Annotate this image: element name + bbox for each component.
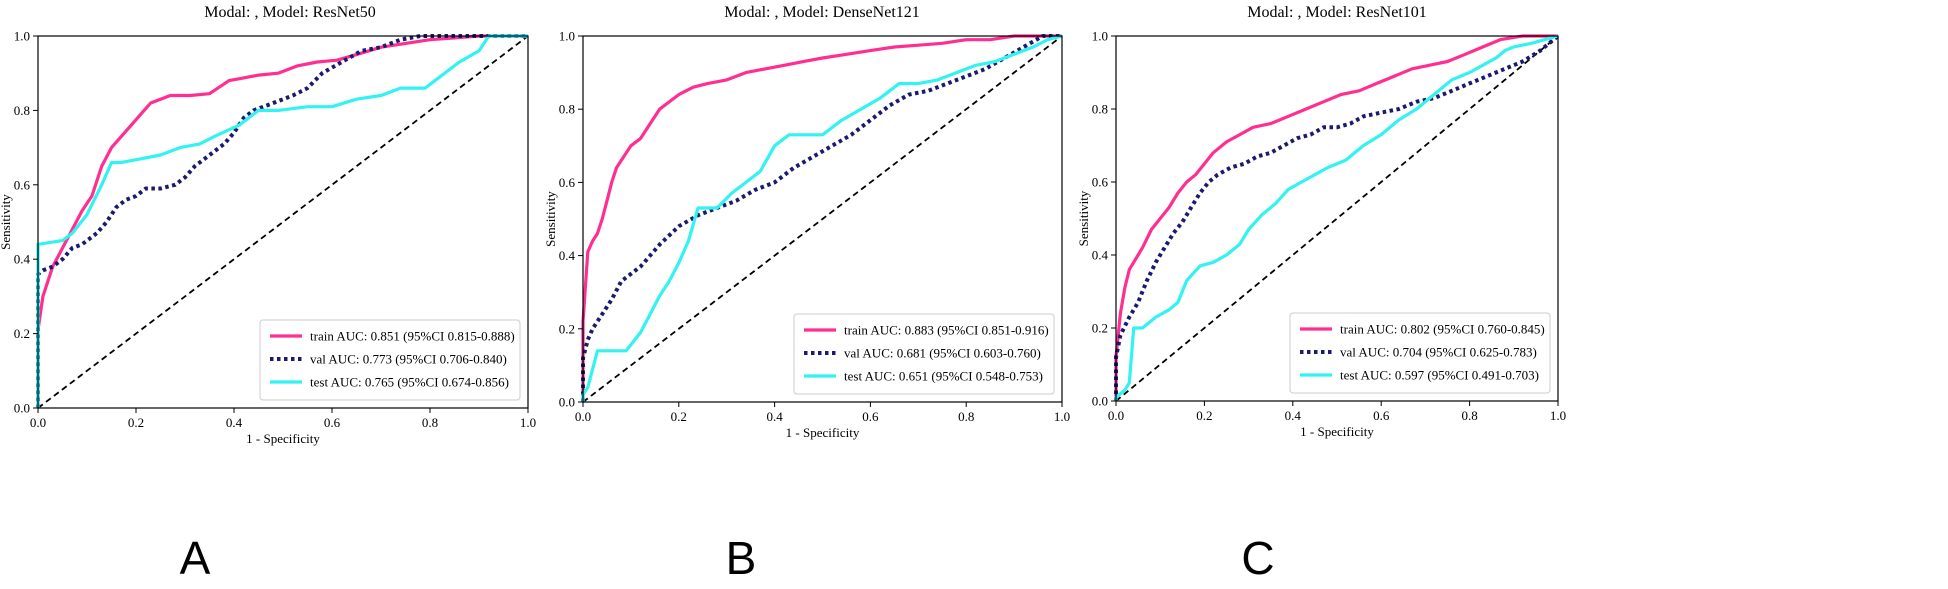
test-legend-label: test AUC: 0.765 (95%CI 0.674-0.856) xyxy=(310,375,509,390)
y-tick-label: 0.8 xyxy=(559,102,575,117)
plot-frame xyxy=(582,35,1063,403)
x-axis-label: 1 - Specificity xyxy=(1300,424,1374,439)
x-tick-label: 0.8 xyxy=(1461,408,1477,423)
x-tick-label: 1.0 xyxy=(520,415,536,430)
y-tick-label: 0.8 xyxy=(1092,102,1108,117)
chart-title: Modal: , Model: ResNet50 xyxy=(204,4,376,21)
y-tick-label: 0.6 xyxy=(559,175,576,190)
test-legend-label: test AUC: 0.651 (95%CI 0.548-0.753) xyxy=(844,369,1043,384)
test-roc-curve xyxy=(36,34,528,408)
chance-diagonal-line xyxy=(1115,35,1559,402)
y-tick-label: 0.2 xyxy=(559,321,575,336)
roc-panel-b: Modal: , Model: DenseNet121 0.0 0.2 0.4 0.6 0… xyxy=(543,4,1070,584)
y-tick-label: 1.0 xyxy=(559,29,575,44)
x-tick-label: 0.6 xyxy=(1373,408,1390,423)
x-tick-label: 0.2 xyxy=(1196,408,1212,423)
chart-title: Modal: , Model: ResNet101 xyxy=(1247,4,1427,21)
train-legend-label: train AUC: 0.802 (95%CI 0.760-0.845) xyxy=(1340,322,1545,337)
y-tick-label: 0.4 xyxy=(14,252,31,267)
x-tick-label: 0.8 xyxy=(958,409,974,424)
plot-frame xyxy=(1115,35,1559,402)
y-tick-label: 0.6 xyxy=(1092,175,1109,190)
x-tick-label: 1.0 xyxy=(1550,408,1566,423)
y-tick-label: 1.0 xyxy=(14,29,30,44)
panel-letter: C xyxy=(1241,532,1274,584)
panel-letter: A xyxy=(180,532,211,584)
x-tick-label: 0.4 xyxy=(226,415,243,430)
y-tick-label: 0.0 xyxy=(559,395,575,410)
y-tick-label: 0.4 xyxy=(1092,248,1109,263)
test-roc-curve xyxy=(581,34,1063,402)
chart-title: Modal: , Model: DenseNet121 xyxy=(724,4,920,21)
x-tick-label: 0.4 xyxy=(766,409,783,424)
roc-panel-c: Modal: , Model: ResNet101 0.0 0.2 0.4 0.6 0.8… xyxy=(1076,4,1566,584)
legend: train AUC: 0.883 (95%CI 0.851-0.916) val … xyxy=(793,313,1055,395)
x-axis-label: 1 - Specificity xyxy=(786,425,860,440)
x-tick-label: 0.0 xyxy=(575,409,591,424)
roc-panel-a: Modal: , Model: ResNet50 0.0 0.2 0.4 0.6 0.8 1… xyxy=(0,4,536,584)
legend: train AUC: 0.802 (95%CI 0.760-0.845) val … xyxy=(1289,312,1551,394)
x-tick-label: 0.6 xyxy=(862,409,879,424)
x-tick-label: 0.6 xyxy=(324,415,341,430)
x-tick-label: 1.0 xyxy=(1054,409,1070,424)
val-legend-label: val AUC: 0.704 (95%CI 0.625-0.783) xyxy=(1340,345,1537,360)
x-axis-label: 1 - Specificity xyxy=(246,431,320,446)
y-tick-label: 0.0 xyxy=(1092,394,1108,409)
test-roc-curve xyxy=(1114,34,1559,401)
train-legend-label: train AUC: 0.851 (95%CI 0.815-0.888) xyxy=(310,329,515,344)
legend-box xyxy=(793,313,1055,395)
y-axis-label: Sensitivity xyxy=(1076,190,1091,246)
val-roc-curve xyxy=(581,34,1062,402)
x-tick-label: 0.4 xyxy=(1285,408,1302,423)
legend-box xyxy=(259,319,521,401)
test-legend-label: test AUC: 0.597 (95%CI 0.491-0.703) xyxy=(1340,368,1539,383)
y-tick-label: 0.4 xyxy=(559,248,576,263)
x-tick-label: 0.8 xyxy=(422,415,438,430)
x-tick-label: 0.0 xyxy=(1108,408,1124,423)
y-tick-label: 1.0 xyxy=(1092,29,1108,44)
x-tick-label: 0.2 xyxy=(671,409,687,424)
y-tick-label: 0.2 xyxy=(14,326,30,341)
y-axis-label: Sensitivity xyxy=(0,194,13,250)
chance-diagonal-line xyxy=(37,35,529,409)
y-tick-label: 0.8 xyxy=(14,103,30,118)
x-tick-label: 0.0 xyxy=(30,415,46,430)
x-tick-label: 0.2 xyxy=(128,415,144,430)
legend: train AUC: 0.851 (95%CI 0.815-0.888) val … xyxy=(259,319,521,401)
train-legend-label: train AUC: 0.883 (95%CI 0.851-0.916) xyxy=(844,323,1049,338)
train-roc-curve xyxy=(1114,34,1558,401)
train-roc-curve xyxy=(581,34,1062,402)
legend-box xyxy=(1289,312,1551,394)
chance-diagonal-line xyxy=(582,35,1063,403)
plot-frame xyxy=(37,35,529,409)
y-axis-label: Sensitivity xyxy=(543,191,558,247)
val-roc-curve xyxy=(36,34,528,408)
y-tick-label: 0.2 xyxy=(1092,321,1108,336)
y-tick-label: 0.0 xyxy=(14,401,30,416)
y-tick-label: 0.6 xyxy=(14,177,31,192)
val-legend-label: val AUC: 0.681 (95%CI 0.603-0.760) xyxy=(844,346,1041,361)
panel-letter: B xyxy=(726,532,757,584)
val-legend-label: val AUC: 0.773 (95%CI 0.706-0.840) xyxy=(310,352,507,367)
